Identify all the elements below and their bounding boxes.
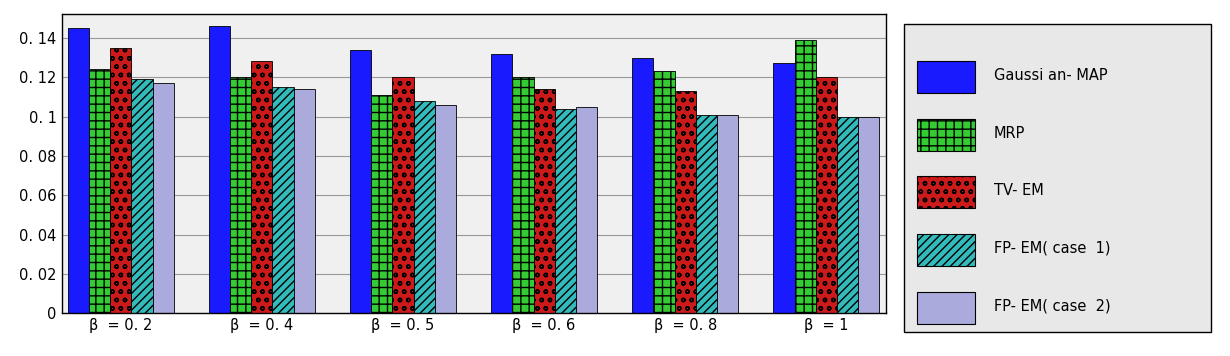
Bar [209,26,230,313]
Bar [111,48,132,313]
Bar [153,83,173,313]
Text: FP- EM( case  1): FP- EM( case 1) [994,241,1111,256]
Bar [351,49,371,313]
Bar [555,109,576,313]
Bar [717,115,738,313]
Text: FP- EM( case  2): FP- EM( case 2) [994,299,1111,314]
Bar [534,89,555,313]
FancyBboxPatch shape [918,61,974,93]
FancyBboxPatch shape [918,292,974,324]
Bar [413,101,434,313]
Bar [674,91,696,313]
FancyBboxPatch shape [904,24,1212,332]
Bar [653,71,674,313]
Bar [576,107,597,313]
Bar [859,116,879,313]
Bar [294,89,315,313]
Bar [89,69,111,313]
Bar [836,116,859,313]
Bar [696,115,717,313]
Bar [230,77,251,313]
Text: Gaussi an- MAP: Gaussi an- MAP [994,68,1107,83]
Bar [434,105,456,313]
Bar [132,79,153,313]
Bar [632,58,653,313]
Bar [491,54,513,313]
FancyBboxPatch shape [918,176,974,208]
Bar [68,28,89,313]
FancyBboxPatch shape [918,234,974,266]
Bar [815,77,836,313]
Bar [774,63,795,313]
Bar [513,77,534,313]
Bar [371,95,392,313]
Text: TV- EM: TV- EM [994,183,1043,198]
Text: MRP: MRP [994,126,1026,141]
Bar [251,62,273,313]
Bar [392,77,413,313]
FancyBboxPatch shape [918,119,974,151]
Bar [795,40,815,313]
Bar [273,87,294,313]
